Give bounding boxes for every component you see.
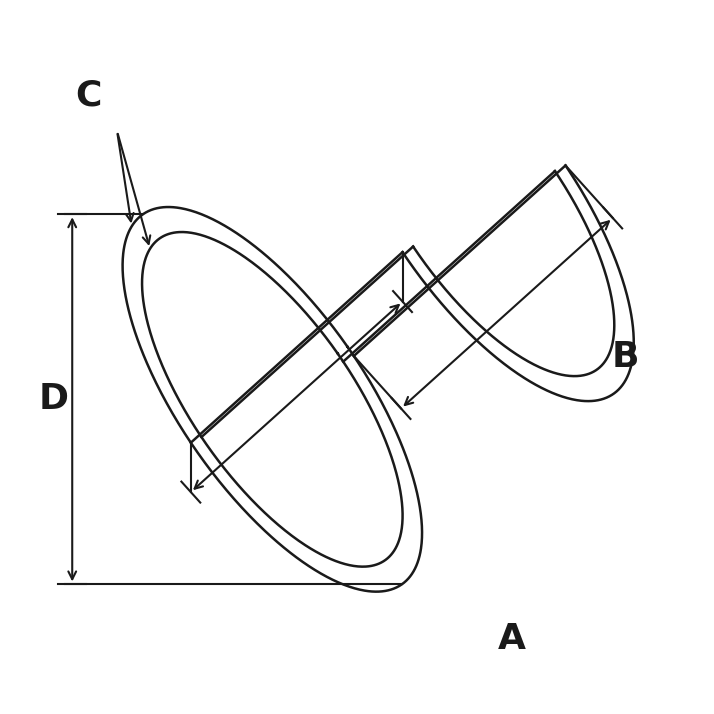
- Text: D: D: [39, 382, 69, 416]
- Text: B: B: [611, 340, 639, 374]
- Text: A: A: [498, 623, 526, 656]
- Text: C: C: [76, 79, 102, 113]
